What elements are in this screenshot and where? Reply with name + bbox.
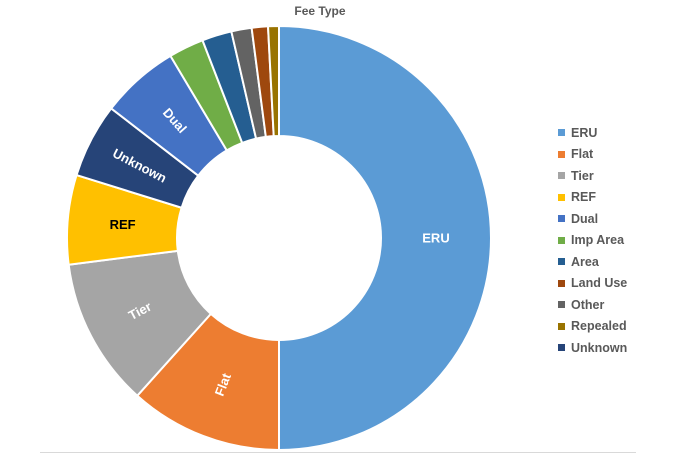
legend-item-unknown: Unknown [558,337,670,359]
data-label-eru: ERU [422,231,449,246]
legend-item-repealed: Repealed [558,316,670,338]
chart-legend: ERU Flat Tier REF Dual Imp Area Area Land Use Ot… [558,122,670,359]
legend-swatch [558,344,565,352]
legend-swatch [558,236,565,244]
legend-item-area: Area [558,251,670,273]
legend-label: Area [571,254,599,269]
legend-label: Tier [571,168,594,183]
legend-label: Unknown [571,340,628,355]
legend-swatch [558,322,565,330]
legend-label: Other [571,297,605,312]
legend-label: Dual [571,211,599,226]
donut-slice-repealed [266,24,280,138]
chart-title: Fee Type [294,4,346,18]
legend-label: REF [571,190,596,205]
chart-bottom-border [40,452,636,453]
legend-swatch [558,150,565,158]
legend-swatch [558,172,565,180]
legend-item-eru: ERU [558,122,670,144]
legend-item-tier: Tier [558,165,670,187]
legend-label: Repealed [571,319,627,334]
legend-label: Land Use [571,276,628,291]
legend-item-flat: Flat [558,144,670,166]
legend-item-land-use: Land Use [558,273,670,295]
data-label-ref: REF [110,217,136,232]
legend-item-imp-area: Imp Area [558,230,670,252]
legend-item-dual: Dual [558,208,670,230]
legend-swatch [558,258,565,266]
legend-item-ref: REF [558,187,670,209]
legend-swatch [558,215,565,223]
legend-item-other: Other [558,294,670,316]
legend-swatch [558,193,565,201]
legend-swatch [558,301,565,309]
legend-swatch [558,129,565,137]
legend-label: Imp Area [571,233,625,248]
legend-swatch [558,279,565,287]
legend-label: Flat [571,147,594,162]
legend-label: ERU [571,125,598,140]
donut-slice-eru [278,24,492,452]
